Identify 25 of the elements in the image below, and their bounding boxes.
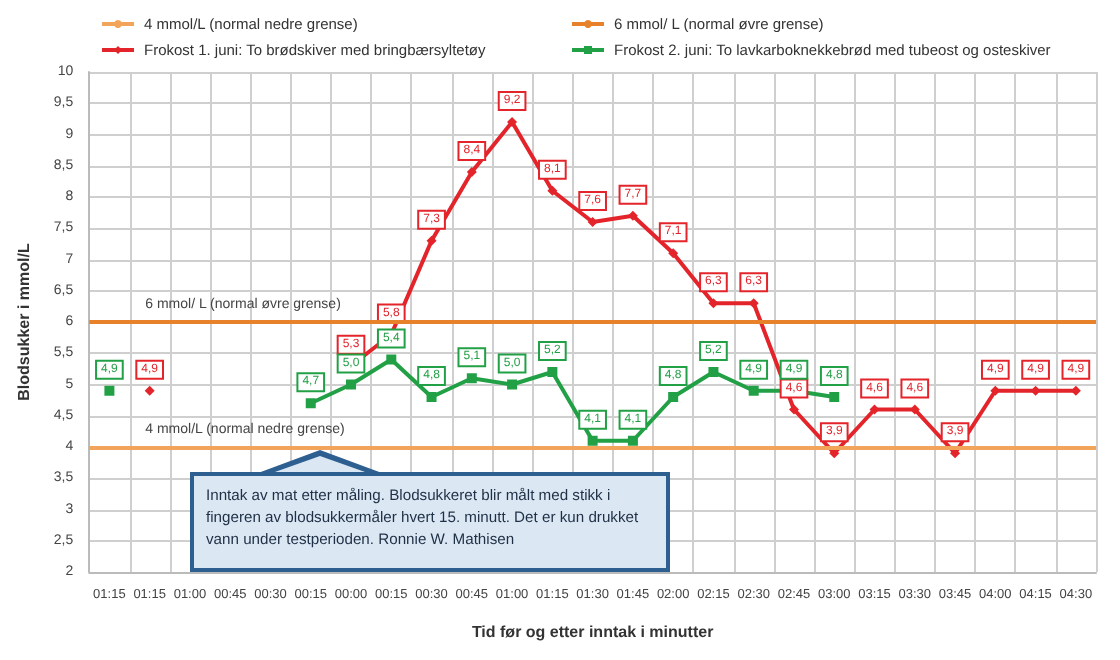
point bbox=[587, 217, 598, 227]
point bbox=[547, 367, 558, 377]
point bbox=[748, 385, 759, 396]
point bbox=[507, 117, 518, 127]
y-axis-title: Blodsukker i mmol/L bbox=[15, 243, 33, 401]
point bbox=[466, 167, 477, 177]
point bbox=[426, 235, 437, 246]
point bbox=[104, 385, 115, 396]
point bbox=[426, 392, 437, 402]
point bbox=[547, 185, 558, 196]
point bbox=[466, 373, 477, 384]
point bbox=[829, 392, 840, 402]
point bbox=[587, 435, 598, 446]
point bbox=[305, 398, 316, 409]
point bbox=[708, 367, 719, 377]
point bbox=[627, 210, 638, 221]
point bbox=[346, 379, 357, 390]
point bbox=[144, 385, 155, 396]
point bbox=[507, 379, 518, 390]
point bbox=[627, 435, 638, 446]
point bbox=[668, 248, 679, 259]
point bbox=[788, 404, 799, 415]
point bbox=[668, 392, 679, 402]
x-axis-title: Tid før og etter inntak i minutter bbox=[471, 623, 714, 641]
point bbox=[386, 354, 397, 365]
